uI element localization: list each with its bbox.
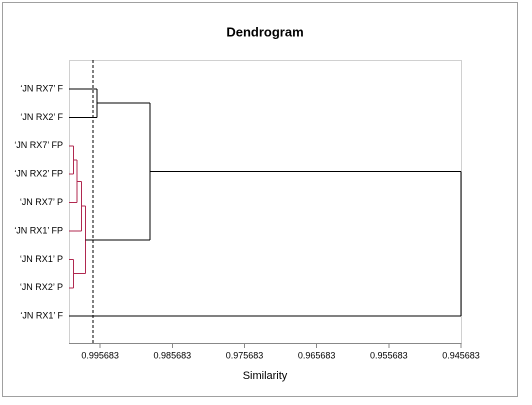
x-tick-label: 0.975683 bbox=[226, 350, 264, 360]
x-tick-label: 0.965683 bbox=[298, 350, 336, 360]
leaf-label: ‘JN RX1’ P bbox=[20, 254, 63, 264]
x-axis-label: Similarity bbox=[243, 370, 288, 382]
x-tick-label: 0.945683 bbox=[442, 350, 480, 360]
leaf-label: ‘JN RX2’ P bbox=[20, 282, 63, 292]
leaf-label: ‘JN RX7’ P bbox=[20, 197, 63, 207]
chart-title: Dendrogram bbox=[226, 24, 303, 39]
x-tick-label: 0.995683 bbox=[81, 350, 119, 360]
leaf-label: ‘JN RX1’ FP bbox=[14, 225, 63, 235]
leaf-label: ‘JN RX7’ F bbox=[20, 83, 63, 93]
leaf-label: ‘JN RX1’ F bbox=[20, 311, 63, 321]
x-tick-label: 0.985683 bbox=[154, 350, 192, 360]
leaf-label: ‘JN RX7’ FP bbox=[14, 140, 63, 150]
leaf-label: ‘JN RX2’ F bbox=[20, 112, 63, 122]
leaf-label: ‘JN RX2’ FP bbox=[14, 169, 63, 179]
x-tick-label: 0.955683 bbox=[370, 350, 408, 360]
chart-border bbox=[2, 2, 518, 397]
